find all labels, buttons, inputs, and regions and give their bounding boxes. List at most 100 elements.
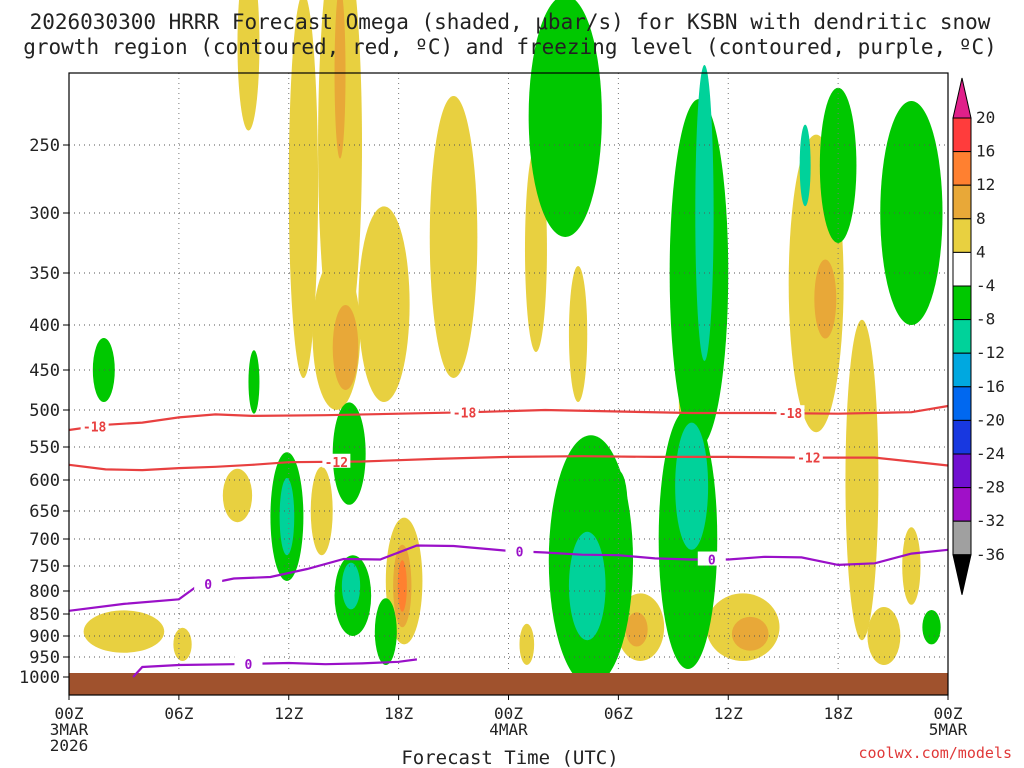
y-tick-label-500: 500 [29, 401, 60, 421]
omega-region-39 [880, 101, 943, 325]
y-tick-label-600: 600 [29, 471, 60, 491]
omega-region-9 [845, 319, 879, 641]
colorbar-swatch-12 [952, 520, 972, 556]
x-tick-label-6: 12Z [714, 704, 743, 723]
x-tick-label-5: 06Z [604, 704, 633, 723]
colorbar-label-20: 20 [976, 108, 995, 127]
omega-region-34 [528, 0, 602, 237]
y-tick-label-850: 850 [29, 605, 60, 625]
y-tick-label-450: 450 [29, 361, 60, 381]
colorbar-swatch-3 [952, 218, 972, 253]
omega-region-20 [519, 623, 535, 666]
colorbar-label--28: -28 [976, 478, 1005, 497]
colorbar-label--16: -16 [976, 377, 1005, 396]
x-tick-date-4: 4MAR [489, 720, 528, 739]
colorbar-label--8: -8 [976, 310, 995, 329]
omega-region-21 [332, 305, 359, 390]
colorbar-swatch-0 [952, 117, 972, 153]
y-axis: 2503003504004505005506006507007508008509… [19, 136, 69, 688]
x-axis-title: Forecast Time (UTC) [401, 747, 618, 768]
colorbar: 20 16 12 8 4 -4 -8 -12 -16 -20 -24 -28 -32 -36 [952, 77, 1005, 595]
colorbar-label-16: 16 [976, 142, 995, 161]
omega-region-31 [332, 402, 366, 505]
omega-region-23 [814, 259, 837, 339]
y-tick-label-350: 350 [29, 264, 60, 284]
dgz-contour-line-1 [68, 455, 949, 472]
omega-region-0 [237, 0, 260, 131]
y-tick-label-750: 750 [29, 557, 60, 577]
colorbar-swatch-6 [952, 319, 972, 354]
colorbar-label-12: 12 [976, 175, 995, 194]
colorbar-label--4: -4 [976, 276, 995, 295]
x-tick-label-8: 00Z [934, 704, 963, 723]
y-tick-label-650: 650 [29, 502, 60, 522]
freezing-level-label-bg [505, 543, 534, 558]
colorbar-label--24: -24 [976, 444, 1005, 463]
omega-region-33 [374, 598, 397, 665]
y-tick-label-800: 800 [29, 582, 60, 602]
colorbar-label--36: -36 [976, 545, 1005, 564]
colorbar-swatch-5 [952, 285, 972, 321]
freezing-level-label: 0 [516, 545, 524, 560]
omega-region-43 [675, 422, 709, 550]
x-tick-label-0: 00Z [55, 704, 84, 723]
omega-region-25 [731, 616, 769, 651]
dgz-contours: -18 -18 -18 -12 -12 [68, 404, 949, 472]
omega-region-24 [625, 612, 648, 647]
dgz-contour-label: -12 [325, 456, 348, 471]
colorbar-swatch-8 [952, 386, 972, 421]
y-tick-label-1000: 1000 [19, 668, 60, 688]
freezing-level-contours: 0 0 0 0 [68, 543, 949, 678]
omega-region-10 [222, 468, 253, 523]
dgz-contour-label: -18 [779, 407, 803, 422]
omega-shading-layer [83, 0, 943, 686]
omega-region-27 [397, 560, 407, 612]
colorbar-swatch-1 [952, 151, 972, 186]
omega-region-22 [334, 0, 346, 159]
colorbar-label-4: 4 [976, 242, 986, 261]
ground-surface [69, 673, 948, 695]
omega-region-4 [358, 206, 410, 402]
dgz-contour-label: -12 [797, 452, 820, 467]
omega-region-11 [310, 466, 333, 556]
colorbar-label--32: -32 [976, 511, 1005, 530]
credit-text: coolwx.com/models [858, 744, 1012, 762]
omega-region-41 [922, 610, 941, 645]
dgz-contour-label: -18 [83, 420, 107, 435]
colorbar-top-arrow [952, 77, 972, 119]
omega-region-44 [568, 531, 606, 641]
freezing-level-label: 0 [204, 578, 212, 593]
omega-region-45 [279, 477, 295, 556]
omega-region-29 [248, 350, 260, 414]
y-tick-label-300: 300 [29, 204, 60, 224]
dgz-contour-label-bg [80, 418, 109, 433]
omega-region-28 [92, 338, 115, 402]
omega-region-5 [429, 96, 478, 378]
y-tick-label-400: 400 [29, 316, 60, 336]
colorbar-label--12: -12 [976, 343, 1005, 362]
dgz-contour-label-bg [776, 405, 805, 420]
colorbar-swatch-4 [952, 251, 972, 287]
freezing-level-label: 0 [708, 554, 716, 569]
x-tick-label-3: 18Z [384, 704, 413, 723]
x-tick-label-7: 18Z [824, 704, 853, 723]
omega-region-46 [341, 562, 361, 610]
freezing-level-label-bg [234, 655, 263, 670]
chart-title-line2: growth region (contoured, red, ºC) and f… [23, 35, 997, 59]
x-tick-date-0: 3MAR [50, 720, 89, 739]
omega-region-38 [819, 87, 857, 244]
freezing-level-label-bg [194, 575, 223, 590]
dgz-contour-label-bg [322, 453, 351, 468]
colorbar-swatch-9 [952, 419, 972, 455]
y-tick-label-950: 950 [29, 648, 60, 668]
y-tick-label-700: 700 [29, 530, 60, 550]
colorbar-bottom-arrow [952, 554, 972, 595]
omega-region-18 [902, 527, 921, 605]
omega-region-7 [568, 266, 588, 402]
x-tick-label-1: 06Z [164, 704, 193, 723]
y-tick-label-900: 900 [29, 627, 60, 647]
omega-region-1 [288, 0, 319, 378]
dgz-contour-label: -18 [453, 406, 477, 421]
